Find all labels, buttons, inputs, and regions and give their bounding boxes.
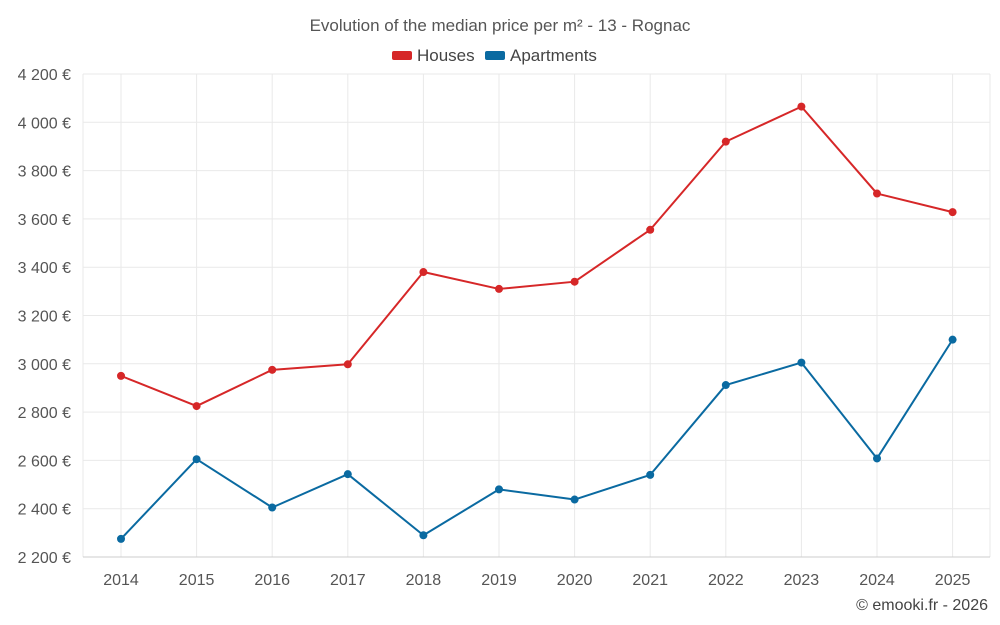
data-point-apartments[interactable]	[570, 495, 579, 504]
data-point-houses[interactable]	[873, 189, 881, 198]
data-point-apartments[interactable]	[192, 455, 201, 464]
chart-title: Evolution of the median price per m² - 1…	[310, 16, 691, 35]
data-point-apartments[interactable]	[646, 470, 655, 479]
data-point-apartments[interactable]	[721, 381, 730, 390]
legend-swatch	[485, 51, 505, 60]
credit-text: © emooki.fr - 2026	[856, 597, 988, 614]
data-point-houses[interactable]	[268, 365, 277, 374]
x-tick-label: 2018	[406, 572, 442, 589]
legend-label: Houses	[417, 46, 475, 65]
y-tick-label: 3 400 €	[18, 260, 71, 277]
x-axis-ticks: 2014 2015 2016 2017 2018 2019 2020 2021 2022 2023…	[103, 572, 970, 589]
x-tick-label: 2021	[632, 572, 668, 589]
data-point-apartments[interactable]	[797, 358, 806, 367]
grid	[82, 73, 991, 558]
x-tick-label: 2022	[708, 572, 744, 589]
data-point-apartments[interactable]	[873, 454, 881, 463]
x-tick-label: 2024	[859, 572, 895, 589]
data-point-apartments[interactable]	[343, 470, 352, 479]
x-tick-label: 2019	[481, 572, 517, 589]
data-point-houses[interactable]	[192, 402, 201, 411]
y-tick-label: 2 800 €	[18, 405, 71, 422]
legend-item-houses[interactable]: Houses	[392, 46, 475, 65]
data-point-houses[interactable]	[570, 277, 579, 286]
y-tick-label: 3 800 €	[18, 164, 71, 181]
x-tick-label: 2025	[935, 572, 971, 589]
x-tick-label: 2017	[330, 572, 366, 589]
legend-swatch	[392, 51, 412, 60]
legend-item-apartments[interactable]: Apartments	[485, 46, 597, 65]
series-houses	[117, 102, 957, 411]
data-point-houses[interactable]	[117, 371, 125, 380]
series-line-houses	[120, 105, 953, 408]
data-point-houses[interactable]	[495, 284, 503, 293]
x-tick-label: 2015	[179, 572, 215, 589]
y-tick-label: 3 000 €	[18, 357, 71, 374]
x-tick-label: 2016	[254, 572, 290, 589]
x-tick-label: 2020	[557, 572, 593, 589]
series-apartments	[117, 335, 957, 543]
data-point-houses[interactable]	[721, 137, 730, 146]
y-tick-label: 3 200 €	[18, 309, 71, 326]
series-line-apartments	[120, 339, 954, 540]
y-tick-label: 4 200 €	[18, 67, 71, 84]
series-layer	[117, 102, 957, 543]
y-tick-label: 4 000 €	[18, 115, 71, 132]
y-tick-label: 2 600 €	[18, 453, 71, 470]
legend[interactable]: Houses Apartments	[392, 46, 597, 65]
data-point-houses[interactable]	[948, 208, 957, 217]
x-tick-label: 2014	[103, 572, 139, 589]
data-point-apartments[interactable]	[419, 531, 428, 540]
y-axis-ticks: 2 200 € 2 400 € 2 600 € 2 800 € 3 000 € 3 200…	[18, 67, 71, 567]
x-tick-label: 2023	[784, 572, 820, 589]
y-tick-label: 2 200 €	[18, 550, 71, 567]
legend-label: Apartments	[510, 46, 597, 65]
data-point-houses[interactable]	[797, 102, 806, 111]
data-point-apartments[interactable]	[495, 485, 503, 494]
y-tick-label: 2 400 €	[18, 502, 71, 519]
data-point-apartments[interactable]	[117, 534, 125, 543]
data-point-apartments[interactable]	[948, 335, 957, 344]
y-tick-label: 3 600 €	[18, 212, 71, 229]
data-point-houses[interactable]	[343, 360, 352, 369]
data-point-houses[interactable]	[646, 225, 655, 234]
data-point-apartments[interactable]	[268, 503, 277, 512]
data-point-houses[interactable]	[419, 268, 428, 277]
